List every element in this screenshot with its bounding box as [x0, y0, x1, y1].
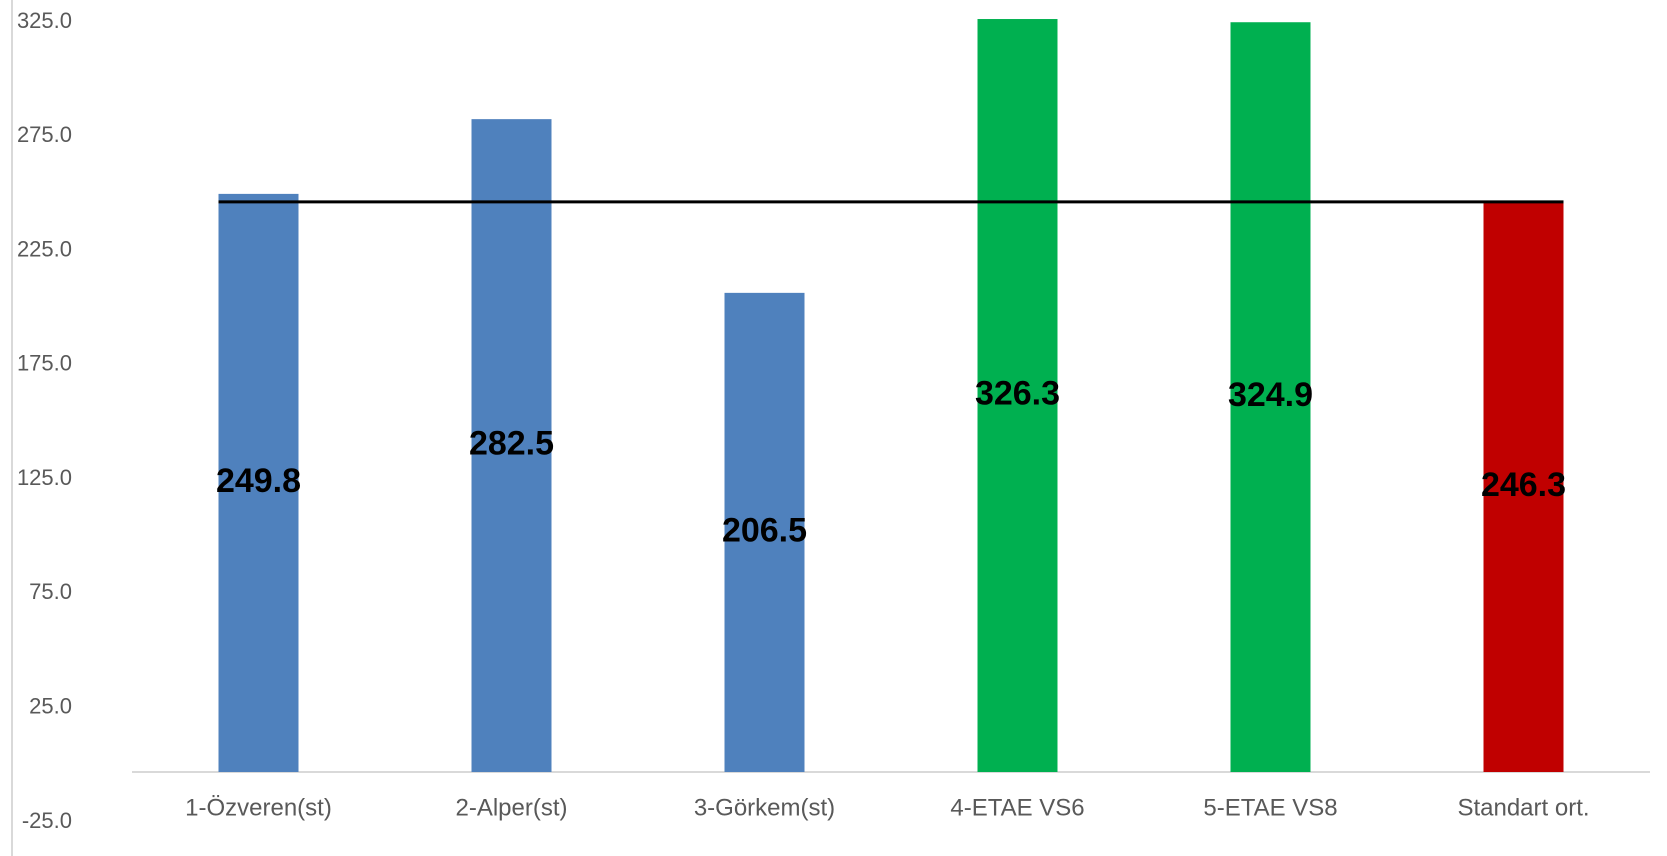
y-axis-ticks: 325.0 275.0 225.0 175.0 125.0 75.0 25.0 -25.0 [17, 8, 72, 833]
data-label: 324.9 [1228, 376, 1313, 414]
x-category-label: 2-Alper(st) [455, 794, 567, 821]
y-tick-label: 125.0 [17, 465, 72, 490]
y-tick-label: 175.0 [17, 351, 72, 376]
bar-series [218, 19, 1564, 773]
y-tick-label: 75.0 [29, 579, 72, 604]
y-tick-label: 25.0 [29, 694, 72, 719]
data-label: 326.3 [975, 374, 1060, 412]
data-label: 246.3 [1481, 466, 1566, 504]
x-category-label: Standart ort. [1457, 794, 1589, 821]
bar [1230, 22, 1311, 772]
x-category-label: 5-ETAE VS8 [1203, 794, 1337, 821]
bar [1483, 201, 1564, 772]
y-tick-label: 325.0 [17, 8, 72, 33]
data-labels: 249.8 282.5 206.5 326.3 324.9 246.3 [216, 374, 1566, 549]
bar [471, 119, 552, 772]
y-tick-label: 225.0 [17, 236, 72, 261]
bar [977, 19, 1058, 773]
x-category-label: 3-Görkem(st) [694, 794, 835, 821]
data-label: 282.5 [469, 425, 554, 463]
data-label: 249.8 [216, 462, 301, 500]
x-category-label: 4-ETAE VS6 [950, 794, 1084, 821]
y-tick-label: 275.0 [17, 122, 72, 147]
bar [724, 292, 805, 772]
data-label: 206.5 [722, 511, 807, 549]
y-tick-label: -25.0 [22, 808, 72, 833]
x-category-label: 1-Özveren(st) [185, 794, 332, 821]
bar [218, 193, 299, 772]
x-axis-categories: 1-Özveren(st) 2-Alper(st) 3-Görkem(st) 4-ET… [185, 794, 1589, 821]
